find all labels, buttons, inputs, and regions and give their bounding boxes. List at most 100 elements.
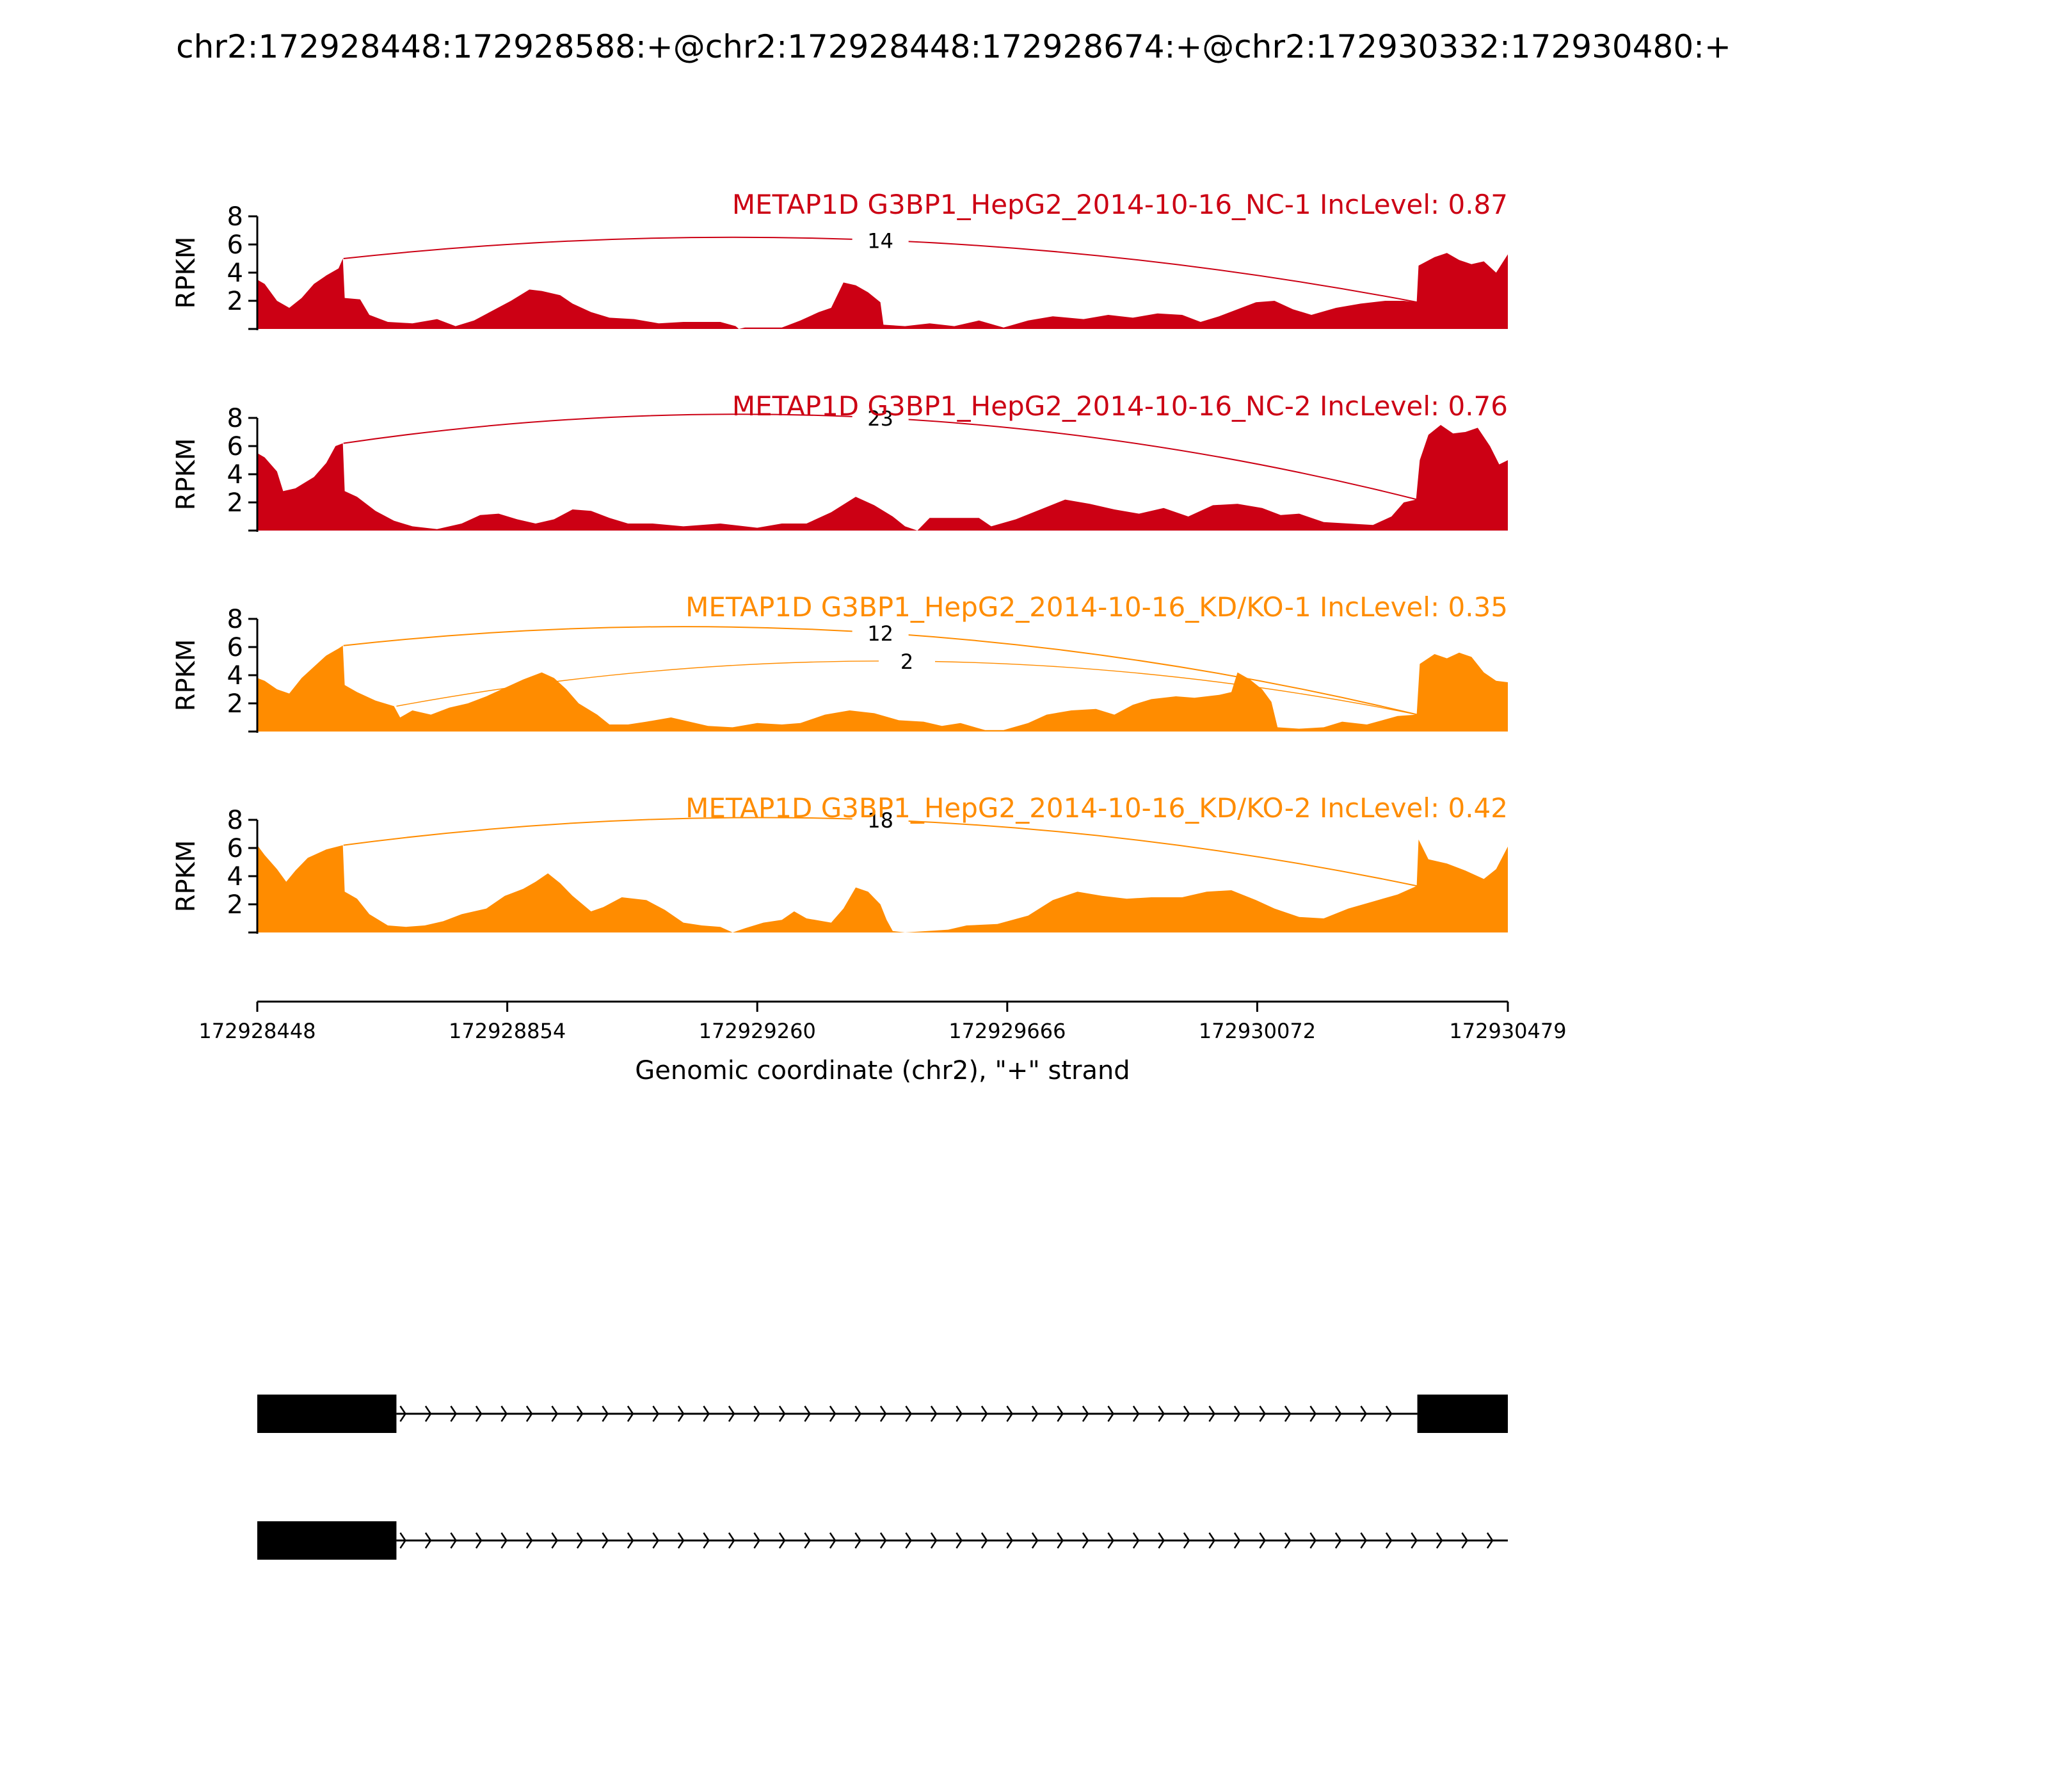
figure-title: chr2:172928448:172928588:+@chr2:17292844… [176, 28, 1731, 65]
strand-arrow-icon [576, 1405, 584, 1422]
junction-count: 14 [867, 228, 893, 253]
strand-arrow-icon [854, 1405, 861, 1422]
strand-arrow-icon [450, 1532, 457, 1549]
strand-arrow-icon [1259, 1532, 1266, 1549]
junction-label-bg [852, 621, 909, 644]
strand-arrow-icon [1360, 1405, 1367, 1422]
strand-arrow-icon [500, 1532, 508, 1549]
strand-arrow-icon [1107, 1532, 1114, 1549]
strand-arrow-icon [525, 1405, 533, 1422]
strand-arrow-icon [1284, 1532, 1292, 1549]
strand-arrow-icon [551, 1532, 558, 1549]
x-axis-label: Genomic coordinate (chr2), "+" strand [635, 1056, 1130, 1085]
y-tick-label: 6 [227, 230, 243, 260]
strand-arrow-icon [627, 1405, 634, 1422]
y-tick-label: 2 [227, 890, 243, 920]
strand-arrow-icon [1006, 1532, 1013, 1549]
strand-arrow-icon [652, 1532, 659, 1549]
strand-arrow-icon [602, 1532, 609, 1549]
junction-label-bg [852, 228, 909, 252]
x-tick-label: 172929260 [699, 1019, 816, 1043]
strand-arrow-icon [1309, 1405, 1316, 1422]
strand-arrow-icon [1486, 1532, 1494, 1549]
junction-count: 23 [867, 406, 893, 431]
strand-arrow-icon [778, 1405, 786, 1422]
strand-arrow-icon [1031, 1405, 1039, 1422]
junction-label-bg [879, 650, 936, 673]
strand-arrow-icon [956, 1532, 963, 1549]
track-label: METAP1D G3BP1_HepG2_2014-10-16_NC-1 IncL… [732, 189, 1508, 220]
strand-arrow-icon [1284, 1405, 1292, 1422]
y-axis-label: RPKM [172, 237, 201, 309]
strand-arrow-icon [728, 1405, 735, 1422]
strand-arrow-icon [1082, 1532, 1089, 1549]
strand-arrow-icon [602, 1405, 609, 1422]
x-axis: 172928448 172928854 172929260 172929666 1729… [198, 1000, 1567, 1085]
strand-arrow-icon [1411, 1532, 1418, 1549]
strand-arrow-icon [1057, 1405, 1064, 1422]
strand-arrow-icon [879, 1405, 887, 1422]
exon-block [1417, 1395, 1508, 1433]
strand-arrow-icon [1233, 1532, 1241, 1549]
strand-arrow-icon [1183, 1405, 1190, 1422]
strand-arrow-icon [1158, 1405, 1165, 1422]
strand-arrow-icon [627, 1532, 634, 1549]
strand-arrow-icon [980, 1532, 988, 1549]
strand-arrow-icon [475, 1405, 483, 1422]
exon-block [257, 1395, 397, 1433]
strand-arrow-icon [905, 1532, 912, 1549]
strand-arrow-icon [1183, 1532, 1190, 1549]
y-tick-label: 8 [227, 202, 243, 232]
junction-count: 12 [867, 621, 893, 646]
strand-arrow-icon [500, 1405, 508, 1422]
strand-arrow-icon [1334, 1532, 1342, 1549]
y-tick-label: 8 [227, 605, 243, 634]
strand-arrow-icon [399, 1532, 406, 1549]
strand-arrow-icon [980, 1405, 988, 1422]
junction-count: 2 [900, 650, 913, 674]
strand-arrow-icon [703, 1405, 710, 1422]
strand-arrow-icon [829, 1405, 836, 1422]
y-tick-label: 6 [227, 834, 243, 863]
y-tick-label: 6 [227, 432, 243, 461]
strand-arrow-icon [424, 1532, 432, 1549]
strand-arrow-icon [551, 1405, 558, 1422]
strand-arrow-icon [1385, 1532, 1393, 1549]
strand-arrow-icon [703, 1532, 710, 1549]
x-tick-label: 172928448 [198, 1019, 316, 1043]
strand-arrow-icon [424, 1405, 432, 1422]
coverage-area [257, 839, 1508, 932]
strand-arrow-icon [1334, 1405, 1342, 1422]
strand-arrow-icon [1259, 1405, 1266, 1422]
y-axis-label: RPKM [172, 639, 201, 712]
strand-arrow-icon [576, 1532, 584, 1549]
strand-arrow-icon [829, 1532, 836, 1549]
strand-arrow-icon [1461, 1532, 1468, 1549]
strand-arrow-icon [804, 1532, 811, 1549]
strand-arrow-icon [1031, 1532, 1039, 1549]
y-tick-label: 2 [227, 689, 243, 719]
y-tick-label: 4 [227, 661, 243, 691]
strand-arrow-icon [1006, 1405, 1013, 1422]
gene-model-1 [257, 1395, 1508, 1433]
y-tick-label: 4 [227, 460, 243, 490]
x-tick-label: 172929666 [948, 1019, 1066, 1043]
gene-model-2 [257, 1521, 1508, 1560]
junction-label-bg [852, 406, 909, 429]
y-axis-label: RPKM [172, 840, 201, 913]
y-tick-label: 8 [227, 806, 243, 835]
strand-arrow-icon [1107, 1405, 1114, 1422]
strand-arrow-icon [399, 1405, 406, 1422]
y-tick-label: 2 [227, 488, 243, 518]
strand-arrow-icon [728, 1532, 735, 1549]
strand-arrow-icon [1208, 1405, 1215, 1422]
strand-arrow-icon [930, 1405, 938, 1422]
strand-arrow-icon [778, 1532, 786, 1549]
strand-arrow-icon [854, 1532, 861, 1549]
strand-arrow-icon [879, 1532, 887, 1549]
